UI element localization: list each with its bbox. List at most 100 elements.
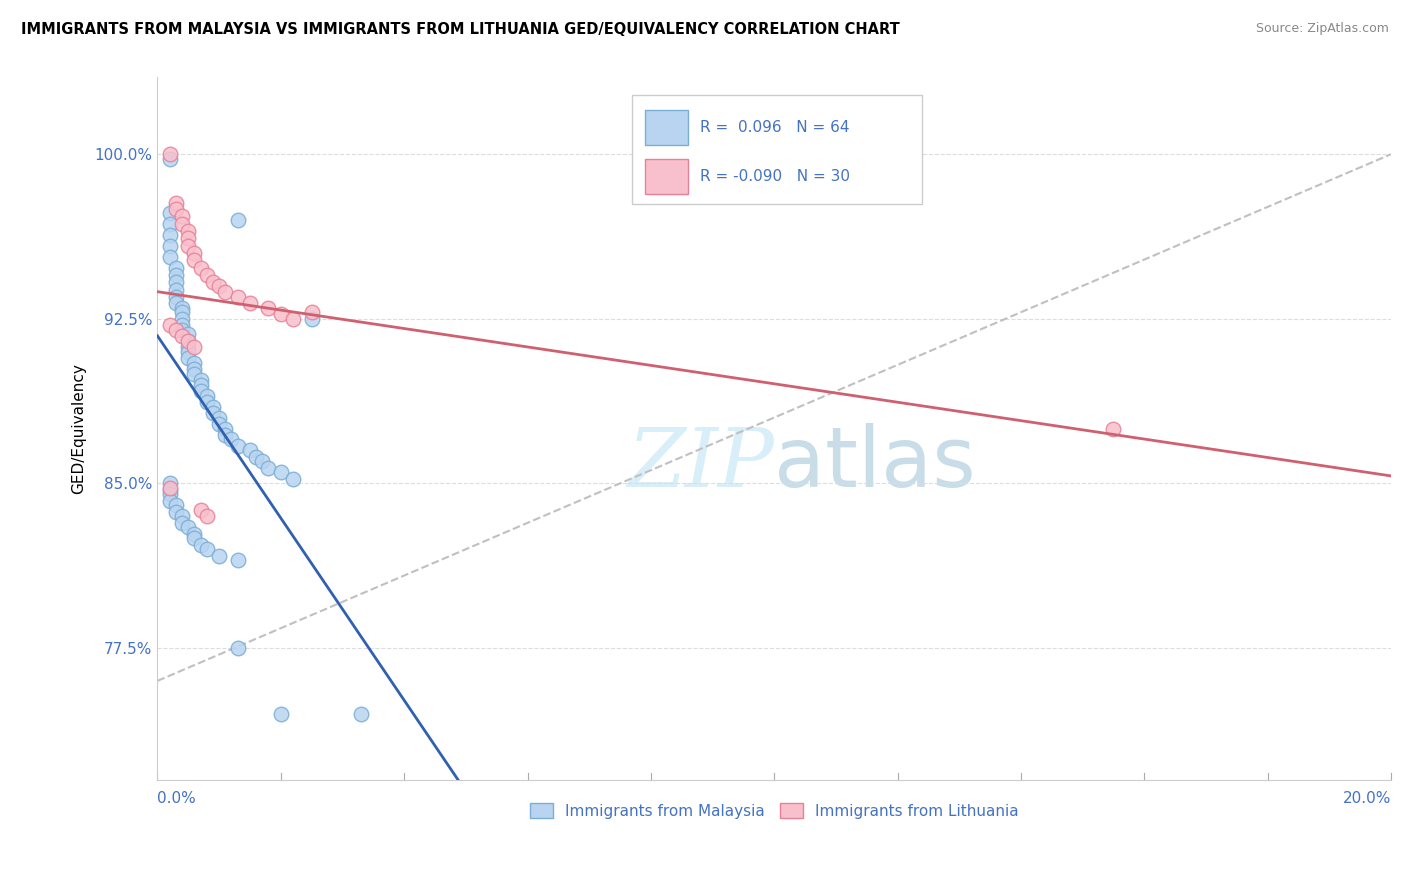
Point — [239, 443, 262, 458]
Point — [159, 218, 181, 232]
Point — [226, 213, 249, 227]
Point — [183, 362, 205, 376]
Point — [165, 261, 187, 276]
Text: Source: ZipAtlas.com: Source: ZipAtlas.com — [1256, 22, 1389, 36]
Point — [172, 318, 194, 333]
Point — [214, 285, 236, 300]
Point — [177, 327, 200, 342]
Text: IMMIGRANTS FROM MALAYSIA VS IMMIGRANTS FROM LITHUANIA GED/EQUIVALENCY CORRELATIO: IMMIGRANTS FROM MALAYSIA VS IMMIGRANTS F… — [21, 22, 900, 37]
Point — [195, 389, 218, 403]
Point — [159, 206, 181, 220]
Point — [172, 218, 194, 232]
Point — [165, 195, 187, 210]
Text: R =  0.096   N = 64: R = 0.096 N = 64 — [700, 120, 849, 136]
Point — [350, 706, 373, 721]
Point — [159, 481, 181, 495]
Point — [172, 301, 194, 315]
Point — [159, 483, 181, 497]
Point — [214, 421, 236, 435]
Point — [159, 494, 181, 508]
Point — [159, 318, 181, 333]
Point — [177, 334, 200, 348]
Point — [183, 531, 205, 545]
Point — [301, 311, 323, 326]
Point — [195, 542, 218, 557]
Point — [165, 323, 187, 337]
Point — [270, 466, 292, 480]
Text: 0.0%: 0.0% — [157, 790, 197, 805]
Point — [208, 417, 231, 431]
Text: 20.0%: 20.0% — [1343, 790, 1391, 805]
Point — [172, 516, 194, 530]
Point — [201, 400, 224, 414]
Point — [159, 152, 181, 166]
Text: ZIP: ZIP — [627, 424, 775, 504]
Point — [201, 406, 224, 420]
Point — [183, 252, 205, 267]
Point — [172, 323, 194, 337]
Point — [172, 329, 194, 343]
Point — [190, 261, 212, 276]
Point — [177, 239, 200, 253]
Point — [239, 296, 262, 310]
Point — [177, 520, 200, 534]
Point — [172, 305, 194, 319]
Legend: Immigrants from Malaysia, Immigrants from Lithuania: Immigrants from Malaysia, Immigrants fro… — [523, 797, 1025, 824]
Point — [159, 251, 181, 265]
Point — [301, 305, 323, 319]
Point — [270, 307, 292, 321]
Point — [183, 340, 205, 354]
Point — [226, 640, 249, 655]
Point — [214, 428, 236, 442]
Text: R = -0.090   N = 30: R = -0.090 N = 30 — [700, 169, 851, 184]
Point — [165, 283, 187, 297]
Point — [165, 290, 187, 304]
Point — [165, 505, 187, 519]
FancyBboxPatch shape — [645, 110, 688, 145]
Point — [165, 275, 187, 289]
Point — [208, 410, 231, 425]
Point — [257, 461, 280, 475]
Point — [252, 454, 274, 468]
Y-axis label: GED/Equivalency: GED/Equivalency — [72, 363, 86, 494]
Point — [190, 538, 212, 552]
Point — [195, 268, 218, 282]
Point — [221, 433, 243, 447]
Point — [159, 487, 181, 501]
Point — [177, 340, 200, 354]
Point — [226, 290, 249, 304]
Point — [172, 311, 194, 326]
Point — [177, 351, 200, 366]
Point — [183, 246, 205, 260]
Point — [1102, 421, 1125, 435]
Point — [159, 239, 181, 253]
Point — [226, 439, 249, 453]
Point — [281, 472, 304, 486]
Point — [172, 509, 194, 524]
Text: atlas: atlas — [775, 423, 976, 504]
Point — [165, 499, 187, 513]
Point — [177, 230, 200, 244]
Point — [226, 553, 249, 567]
Point — [177, 334, 200, 348]
Point — [208, 279, 231, 293]
Point — [165, 202, 187, 216]
Point — [159, 228, 181, 243]
Point — [177, 224, 200, 238]
Point — [208, 549, 231, 563]
Point — [165, 268, 187, 282]
Point — [190, 373, 212, 387]
Point — [245, 450, 267, 464]
Point — [172, 209, 194, 223]
Point — [281, 311, 304, 326]
Point — [183, 367, 205, 381]
Point — [195, 395, 218, 409]
Point — [257, 301, 280, 315]
Point — [165, 296, 187, 310]
Point — [159, 147, 181, 161]
Point — [183, 526, 205, 541]
Point — [270, 706, 292, 721]
Point — [190, 377, 212, 392]
Point — [190, 502, 212, 516]
FancyBboxPatch shape — [633, 95, 922, 204]
